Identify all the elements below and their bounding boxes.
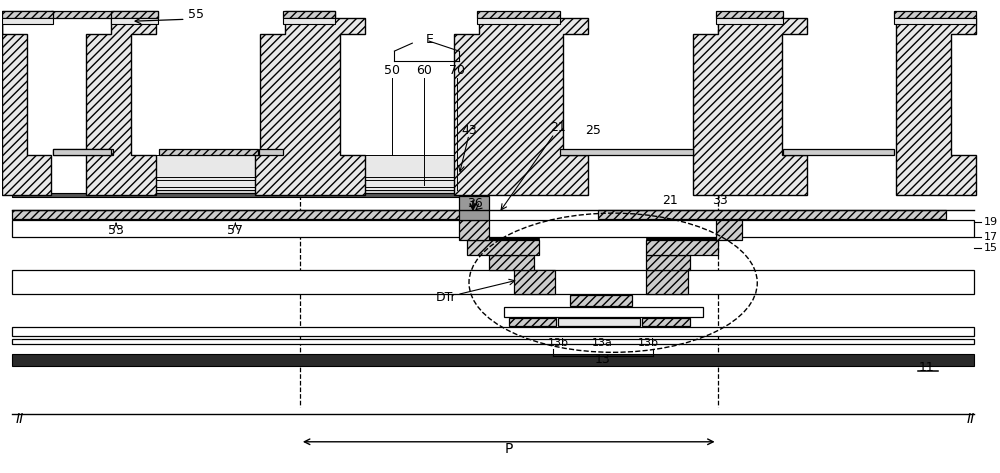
Text: E: E (425, 33, 433, 46)
Text: 43: 43 (461, 124, 477, 137)
Bar (159, 149, 258, 156)
Text: 11: 11 (918, 361, 934, 374)
Text: 13a: 13a (592, 338, 613, 349)
Text: 36: 36 (467, 197, 483, 210)
Text: 21: 21 (551, 121, 566, 134)
Bar (86, 156, 459, 193)
Bar (86, 180, 459, 187)
Polygon shape (896, 18, 976, 195)
Polygon shape (467, 240, 539, 255)
Bar (642, 317, 690, 326)
Bar (12, 340, 974, 344)
Bar (514, 270, 555, 294)
Text: 13b: 13b (548, 338, 569, 349)
Bar (894, 11, 976, 18)
Polygon shape (489, 255, 534, 270)
Text: 33: 33 (712, 194, 727, 207)
Bar (259, 149, 283, 156)
Polygon shape (693, 18, 807, 195)
Text: 70: 70 (449, 64, 465, 78)
Bar (12, 354, 974, 366)
Polygon shape (646, 240, 718, 255)
Text: 21: 21 (662, 194, 678, 207)
Text: 19: 19 (984, 217, 998, 227)
Text: 60: 60 (416, 64, 432, 78)
Polygon shape (454, 18, 588, 195)
Text: 57: 57 (227, 224, 243, 236)
Bar (53, 149, 111, 156)
Text: 13: 13 (594, 353, 610, 366)
Text: 55: 55 (188, 8, 204, 21)
Bar (646, 270, 688, 294)
Bar (716, 18, 783, 24)
Bar (51, 11, 114, 18)
Bar (894, 18, 976, 24)
Bar (113, 11, 158, 18)
Text: 53: 53 (108, 224, 124, 236)
Bar (53, 149, 113, 156)
Polygon shape (459, 196, 489, 220)
Text: II: II (16, 412, 24, 426)
Text: 13b: 13b (637, 338, 658, 349)
Bar (12, 270, 974, 294)
Bar (86, 190, 459, 193)
Bar (12, 210, 461, 219)
Polygon shape (255, 18, 365, 195)
Polygon shape (2, 18, 51, 195)
Bar (598, 210, 946, 219)
Bar (12, 220, 974, 237)
Polygon shape (459, 220, 489, 240)
Bar (12, 327, 974, 336)
Polygon shape (86, 18, 156, 195)
Text: 17: 17 (984, 232, 998, 242)
Bar (111, 11, 158, 18)
Bar (467, 237, 539, 240)
Polygon shape (716, 220, 742, 240)
Bar (783, 149, 894, 156)
Bar (86, 156, 459, 177)
Bar (477, 11, 560, 18)
Bar (504, 307, 703, 316)
Bar (570, 295, 632, 306)
Text: 15: 15 (984, 243, 998, 253)
Text: II: II (967, 412, 975, 426)
Bar (716, 11, 783, 18)
Bar (477, 18, 560, 24)
Bar (646, 237, 718, 240)
Text: 25: 25 (585, 124, 601, 137)
Bar (560, 149, 693, 156)
Bar (558, 317, 640, 326)
Bar (2, 18, 53, 24)
Text: 50: 50 (384, 64, 400, 78)
Bar (285, 11, 335, 18)
Bar (509, 317, 556, 326)
Bar (2, 11, 53, 18)
Bar (283, 18, 335, 24)
Text: P: P (505, 442, 513, 456)
Bar (111, 18, 158, 24)
Bar (2, 11, 53, 18)
Bar (12, 193, 459, 197)
Text: DTr: DTr (435, 291, 456, 304)
Bar (283, 11, 335, 18)
Polygon shape (646, 255, 690, 270)
